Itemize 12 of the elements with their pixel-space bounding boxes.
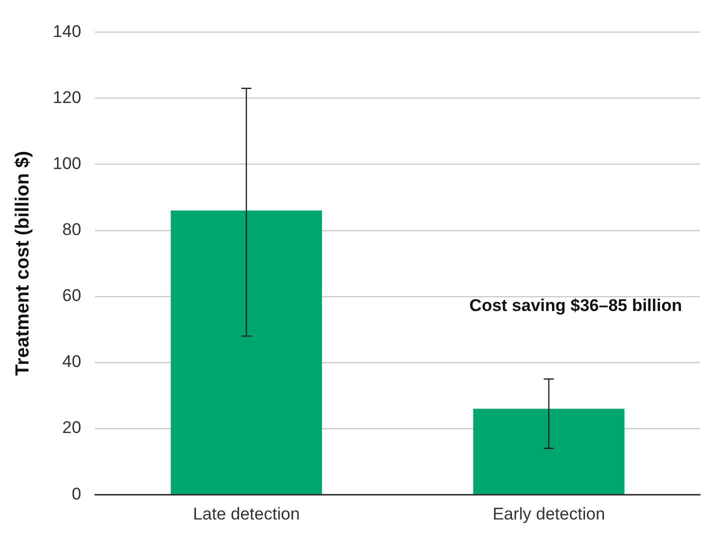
x-tick-label: Early detection [492,504,606,524]
y-axis-title: Treatment cost (billion $) [12,150,34,376]
y-tick-label: 0 [72,484,82,504]
y-tick-label: 40 [62,352,82,372]
y-tick-label: 20 [62,418,82,438]
y-tick-label: 60 [62,286,82,306]
annotation: Cost saving $36–85 billion [469,296,682,316]
x-tick-label: Late detection [192,504,300,524]
y-tick-label: 100 [52,154,82,173]
y-tick-label: 140 [52,22,82,41]
y-tick-label: 120 [52,88,82,107]
y-tick-label: 80 [62,220,82,240]
